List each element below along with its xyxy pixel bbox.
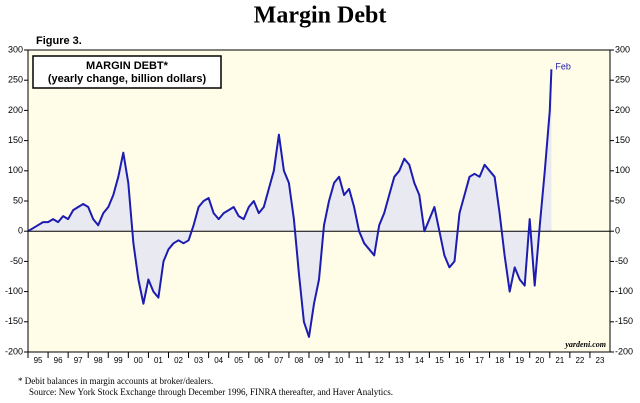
- x-tick-label: 01: [154, 356, 163, 365]
- x-tick-label: 04: [214, 356, 223, 365]
- x-tick-label: 07: [274, 356, 283, 365]
- y2-tick-label: -100: [615, 286, 633, 296]
- x-tick-label: 16: [455, 356, 464, 365]
- x-tick-label: 06: [254, 356, 263, 365]
- y2-tick-label: -150: [615, 316, 633, 326]
- x-tick-label: 96: [54, 356, 63, 365]
- y-tick-label: 50: [13, 195, 23, 205]
- source-mark: yardeni.com: [564, 340, 606, 349]
- y2-tick-label: 300: [615, 44, 630, 54]
- x-tick-label: 03: [194, 356, 203, 365]
- x-tick-label: 19: [515, 356, 524, 365]
- x-tick-label: 05: [234, 356, 243, 365]
- footnote: Source: New York Stock Exchange through …: [29, 387, 393, 397]
- y-tick-label: 150: [8, 135, 23, 145]
- x-tick-label: 23: [596, 356, 605, 365]
- subtitle: (yearly change, billion dollars): [48, 73, 207, 85]
- legend: MARGIN DEBT*(yearly change, billion doll…: [32, 55, 222, 89]
- x-tick-label: 21: [555, 356, 564, 365]
- figure-label: Figure 3.: [36, 35, 82, 47]
- chart-title: Margin Debt: [254, 3, 387, 29]
- y2-tick-label: 50: [615, 195, 625, 205]
- y2-tick-label: 150: [615, 135, 630, 145]
- x-tick-label: 08: [294, 356, 303, 365]
- x-tick-label: 14: [415, 356, 424, 365]
- y2-tick-label: -200: [615, 346, 633, 356]
- y-tick-label: 0: [18, 226, 23, 236]
- x-tick-label: 97: [74, 356, 83, 365]
- x-tick-label: 12: [375, 356, 384, 365]
- y-tick-label: -200: [5, 346, 23, 356]
- y-tick-label: 300: [8, 44, 23, 54]
- y2-tick-label: -50: [615, 256, 628, 266]
- area: [28, 69, 552, 337]
- annotation: Feb: [555, 62, 571, 72]
- footnote: * Debit balances in margin accounts at b…: [18, 376, 213, 386]
- line: [27, 69, 553, 338]
- y2-tick-label: 0: [615, 226, 620, 236]
- x-tick-label: 22: [575, 356, 584, 365]
- x-tick-label: 20: [535, 356, 544, 365]
- x-tick-label: 98: [94, 356, 103, 365]
- x-tick-label: 09: [315, 356, 324, 365]
- x-tick-label: 02: [174, 356, 183, 365]
- legend-label: MARGIN DEBT*: [86, 60, 169, 72]
- y-tick-label: 250: [8, 75, 23, 85]
- y2-tick-label: 100: [615, 165, 630, 175]
- x-tick-label: 00: [134, 356, 143, 365]
- y-tick-label: -100: [5, 286, 23, 296]
- x-tick-label: 15: [435, 356, 444, 365]
- y2-tick-label: 250: [615, 75, 630, 85]
- x-tick-label: 10: [335, 356, 344, 365]
- x-tick-label: 99: [114, 356, 123, 365]
- y-tick-label: -50: [10, 256, 23, 266]
- x-tick-label: 18: [495, 356, 504, 365]
- y-tick-label: 200: [8, 105, 23, 115]
- y-tick-label: 100: [8, 165, 23, 175]
- x-tick-label: 13: [395, 356, 404, 365]
- x-tick-label: 95: [34, 356, 43, 365]
- x-tick-label: 11: [355, 356, 364, 365]
- x-tick-label: 17: [475, 356, 484, 365]
- y-tick-label: -150: [5, 316, 23, 326]
- legend-box: [32, 55, 222, 89]
- y2-tick-label: 200: [615, 105, 630, 115]
